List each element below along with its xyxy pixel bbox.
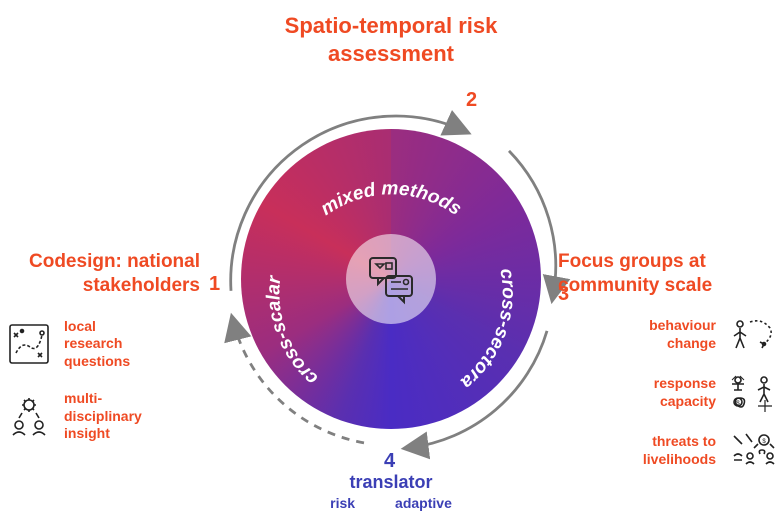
svg-text:mixed methods: mixed methods: [317, 178, 465, 220]
right-section: Focus groups at community scale behaviou…: [558, 250, 776, 472]
main-circle-wrap: mixed methods cross-scalar cross-sectora…: [241, 129, 541, 429]
livelihoods-icon: $: [728, 430, 776, 472]
chat-bubbles-icon: [364, 252, 418, 306]
strategy-map-icon: [8, 323, 50, 365]
title-top: Spatio-temporal risk assessment: [285, 12, 498, 67]
left-item-1-text: multi- disciplinary insight: [64, 390, 142, 443]
title-line1: Spatio-temporal risk: [285, 13, 498, 38]
right-item-0-text: behaviour change: [558, 317, 716, 352]
left-item-0: local research questions: [8, 318, 228, 371]
right-item-1-text: response capacity: [558, 375, 716, 410]
main-circle: mixed methods cross-scalar cross-sectora…: [241, 129, 541, 429]
right-item-2: threats to livelihoods $: [558, 430, 776, 472]
left-item-0-text: local research questions: [64, 318, 130, 371]
right-title-l1: Focus groups at: [558, 251, 706, 272]
title-line2: assessment: [328, 41, 454, 66]
center-hub: [346, 234, 436, 324]
arc-label-bl: cross-scalar: [263, 273, 322, 389]
bottom-title: translator: [330, 472, 452, 493]
bottom-sub-right: adaptive: [395, 495, 452, 511]
number-4: 4: [384, 450, 395, 473]
right-item-1: response capacity $: [558, 372, 776, 414]
arc-label-top: mixed methods: [317, 178, 465, 220]
behaviour-path-icon: [728, 314, 776, 356]
bottom-sub: risk adaptive: [330, 495, 452, 511]
right-title-l2: community scale: [558, 275, 712, 296]
people-gear-icon: [8, 395, 50, 437]
bottom-sub-left: risk: [330, 495, 355, 511]
diagram-root: { "type": "circular-process-infographic"…: [0, 0, 782, 521]
left-title-l1: Codesign: national: [29, 251, 200, 272]
right-item-0: behaviour change: [558, 314, 776, 356]
right-title: Focus groups at community scale: [558, 250, 776, 298]
left-title-l2: stakeholders: [83, 275, 200, 296]
right-item-2-text: threats to livelihoods: [558, 433, 716, 468]
left-title: Codesign: national stakeholders: [8, 250, 228, 298]
svg-text:cross-scalar: cross-scalar: [263, 273, 322, 389]
number-2: 2: [466, 89, 477, 112]
left-item-1: multi- disciplinary insight: [8, 390, 228, 443]
bottom-section: translator risk adaptive: [330, 472, 452, 511]
left-section: Codesign: national stakeholders local re…: [8, 250, 228, 443]
capacity-icon: $: [728, 372, 776, 414]
